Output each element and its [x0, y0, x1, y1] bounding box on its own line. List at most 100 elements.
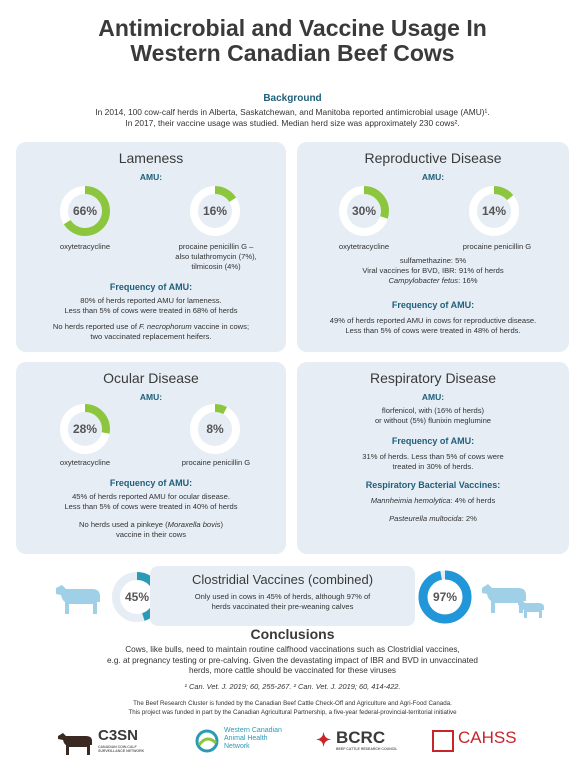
ocular-title: Ocular Disease — [103, 370, 199, 386]
lameness-drug-1: oxytetracycline — [59, 242, 111, 251]
wcahn-emblem-icon — [195, 729, 219, 753]
freq-line: 49% of herds reported AMU in cows for re… — [329, 316, 537, 325]
wcahn-logo: Western Canadian Animal Health Network — [194, 724, 304, 758]
clostridial-calves-donut: 97% — [418, 570, 472, 624]
clostridial-line: Only used in cows in 45% of herds, altho… — [194, 592, 371, 601]
donut-value: 45% — [124, 590, 150, 604]
reproductive-oxy-donut: 30% — [339, 186, 389, 236]
donut-value: 14% — [481, 204, 507, 218]
reproductive-drug-2: procaine penicillin G — [462, 242, 532, 251]
respiratory-bact-1: Mannheimia hemolytica: 4% of herds — [370, 496, 496, 505]
reproductive-freq-text: 49% of herds reported AMU in cows for re… — [297, 316, 569, 336]
respiratory-bact-2: Pasteurella multocida: 2% — [389, 514, 477, 523]
c3sn-logo: C3SN CANADIAN COW-CALF SURVEILLANCE NETW… — [56, 724, 166, 758]
respiratory-freq-heading: Frequency of AMU: — [391, 436, 475, 446]
donut-value: 66% — [72, 204, 98, 218]
drug-line: tilmicosin (4%) — [191, 262, 241, 271]
bcrc-text: BCRC — [336, 728, 386, 747]
wcahn-line: Western Canadian — [224, 727, 282, 734]
clostridial-line: herds vaccinated their pre-weaning calve… — [211, 602, 354, 611]
lameness-card: Lameness AMU: 66% oxytetracycline 16% pr… — [16, 142, 286, 352]
reproductive-card: Reproductive Disease AMU: 30% oxytetracy… — [297, 142, 569, 352]
references: ¹ Can. Vet. J. 2019; 60, 255-267. ² Can.… — [184, 682, 401, 691]
freq-line: 45% of herds reported AMU for ocular dis… — [72, 492, 230, 501]
background-heading: Background — [263, 93, 322, 104]
lameness-freq-heading: Frequency of AMU: — [109, 282, 193, 292]
conclusions-line: Cows, like bulls, need to maintain routi… — [125, 645, 460, 654]
vac-line: sulfamethazine: 5% — [399, 256, 467, 265]
conclusions-line: herds, more cattle should be vaccinated … — [188, 666, 397, 675]
wcahn-line: Network — [224, 743, 250, 750]
ocular-pen-donut: 8% — [190, 404, 240, 454]
respiratory-bact-heading: Respiratory Bacterial Vaccines: — [365, 480, 501, 490]
donut-ring — [469, 186, 519, 236]
respiratory-title: Respiratory Disease — [369, 370, 497, 386]
bcrc-logo: ✦ BCRC BEEF CATTLE RESEARCH COUNCIL — [316, 724, 416, 758]
reproductive-pen-donut: 14% — [469, 186, 519, 236]
amu-line: florfenicol, with (16% of herds) — [381, 406, 485, 415]
bcrc-subtext: BEEF CATTLE RESEARCH COUNCIL — [336, 747, 398, 751]
donut-value: 16% — [202, 204, 228, 218]
respiratory-amu-text: florfenicol, with (16% of herds) or with… — [297, 406, 569, 426]
donut-ring — [60, 404, 110, 454]
reproductive-drug-1: oxytetracycline — [338, 242, 390, 251]
respiratory-freq-text: 31% of herds. Less than 5% of cows were … — [297, 452, 569, 472]
respiratory-amu-label: AMU: — [421, 392, 445, 402]
cahss-logo: CAHSS — [432, 724, 542, 758]
amu-line: or without (5%) flunixin meglumine — [374, 416, 492, 425]
lameness-pen-donut: 16% — [190, 186, 240, 236]
lameness-freq-text: 80% of herds reported AMU for lameness. … — [16, 296, 286, 316]
clostridial-section: 45% Clostridial Vaccines (combined) Only… — [0, 562, 585, 628]
ocular-amu-label: AMU: — [139, 392, 163, 402]
ocular-drug-2: procaine penicillin G — [181, 458, 251, 467]
drug-line: procaine penicillin G – — [178, 242, 254, 251]
reproductive-freq-heading: Frequency of AMU: — [391, 300, 475, 310]
donut-value: 30% — [351, 204, 377, 218]
freq-line: treated in 30% of herds. — [392, 462, 474, 471]
background-line-1: In 2014, 100 cow-calf herds in Alberta, … — [95, 107, 490, 117]
donut-ring — [190, 186, 240, 236]
donut-ring — [339, 186, 389, 236]
wcahn-line: Animal Health — [224, 735, 268, 742]
ocular-freq-heading: Frequency of AMU: — [109, 478, 193, 488]
conclusions-line: e.g. at pregnancy testing or pre-calving… — [107, 655, 478, 665]
freq-line: Less than 5% of cows were treated in 68%… — [64, 306, 238, 315]
title-line-1: Antimicrobial and Vaccine Usage In — [98, 15, 487, 41]
drug-line: also tulathromycin (7%), — [175, 252, 257, 261]
clostridial-box: Clostridial Vaccines (combined) Only use… — [150, 566, 415, 626]
donut-value: 8% — [206, 422, 224, 436]
reproductive-vaccines: sulfamethazine: 5% Viral vaccines for BV… — [297, 256, 569, 286]
donut-ring — [60, 186, 110, 236]
freq-line: 80% of herds reported AMU for lameness. — [80, 296, 222, 305]
note-line: No herds reported use of F. necrophorum … — [52, 322, 250, 331]
lameness-amu-label: AMU: — [139, 172, 163, 182]
vac-line: Viral vaccines for BVD, IBR: 91% of herd… — [362, 266, 504, 275]
donut-value: 97% — [432, 590, 458, 604]
ocular-drug-1: oxytetracycline — [59, 458, 111, 467]
background-text: In 2014, 100 cow-calf herds in Alberta, … — [40, 107, 545, 129]
ocular-freq-text: 45% of herds reported AMU for ocular dis… — [16, 492, 286, 512]
cahss-text: CAHSS — [458, 728, 517, 747]
conclusions-heading: Conclusions — [250, 626, 335, 642]
c3sn-text: C3SN — [98, 727, 139, 744]
vac-line: Campylobacter fetus: 16% — [388, 276, 478, 285]
cow-and-calf-icon — [482, 584, 544, 618]
footer-line-2: This project was funded in part by the C… — [128, 709, 457, 716]
donut-ring — [190, 404, 240, 454]
maple-leaf-icon: ✦ — [316, 730, 332, 750]
title-line-2: Western Canadian Beef Cows — [130, 40, 455, 66]
ocular-oxy-donut: 28% — [60, 404, 110, 454]
ocular-card: Ocular Disease AMU: 28% oxytetracycline … — [16, 362, 286, 554]
donut-ring — [418, 570, 472, 624]
lameness-drug-2: procaine penicillin G – also tulathromyc… — [156, 242, 276, 272]
c3sn-subtext: CANADIAN COW-CALF SURVEILLANCE NETWORK — [98, 745, 145, 753]
freq-line: Less than 5% of cows were treated in 40%… — [64, 502, 238, 511]
footer-line-1: The Beef Research Cluster is funded by t… — [133, 700, 452, 707]
wcahn-text: Western Canadian Animal Health Network — [224, 727, 282, 751]
freq-line: 31% of herds. Less than 5% of cows were — [362, 452, 504, 461]
background-line-2: In 2017, their vaccine usage was studied… — [125, 118, 460, 128]
page-title: Antimicrobial and Vaccine Usage In Weste… — [0, 16, 585, 66]
c3sn-cow-icon — [58, 733, 92, 755]
respiratory-card: Respiratory Disease AMU: florfenicol, wi… — [297, 362, 569, 554]
note-line: two vaccinated replacement heifers. — [90, 332, 212, 341]
